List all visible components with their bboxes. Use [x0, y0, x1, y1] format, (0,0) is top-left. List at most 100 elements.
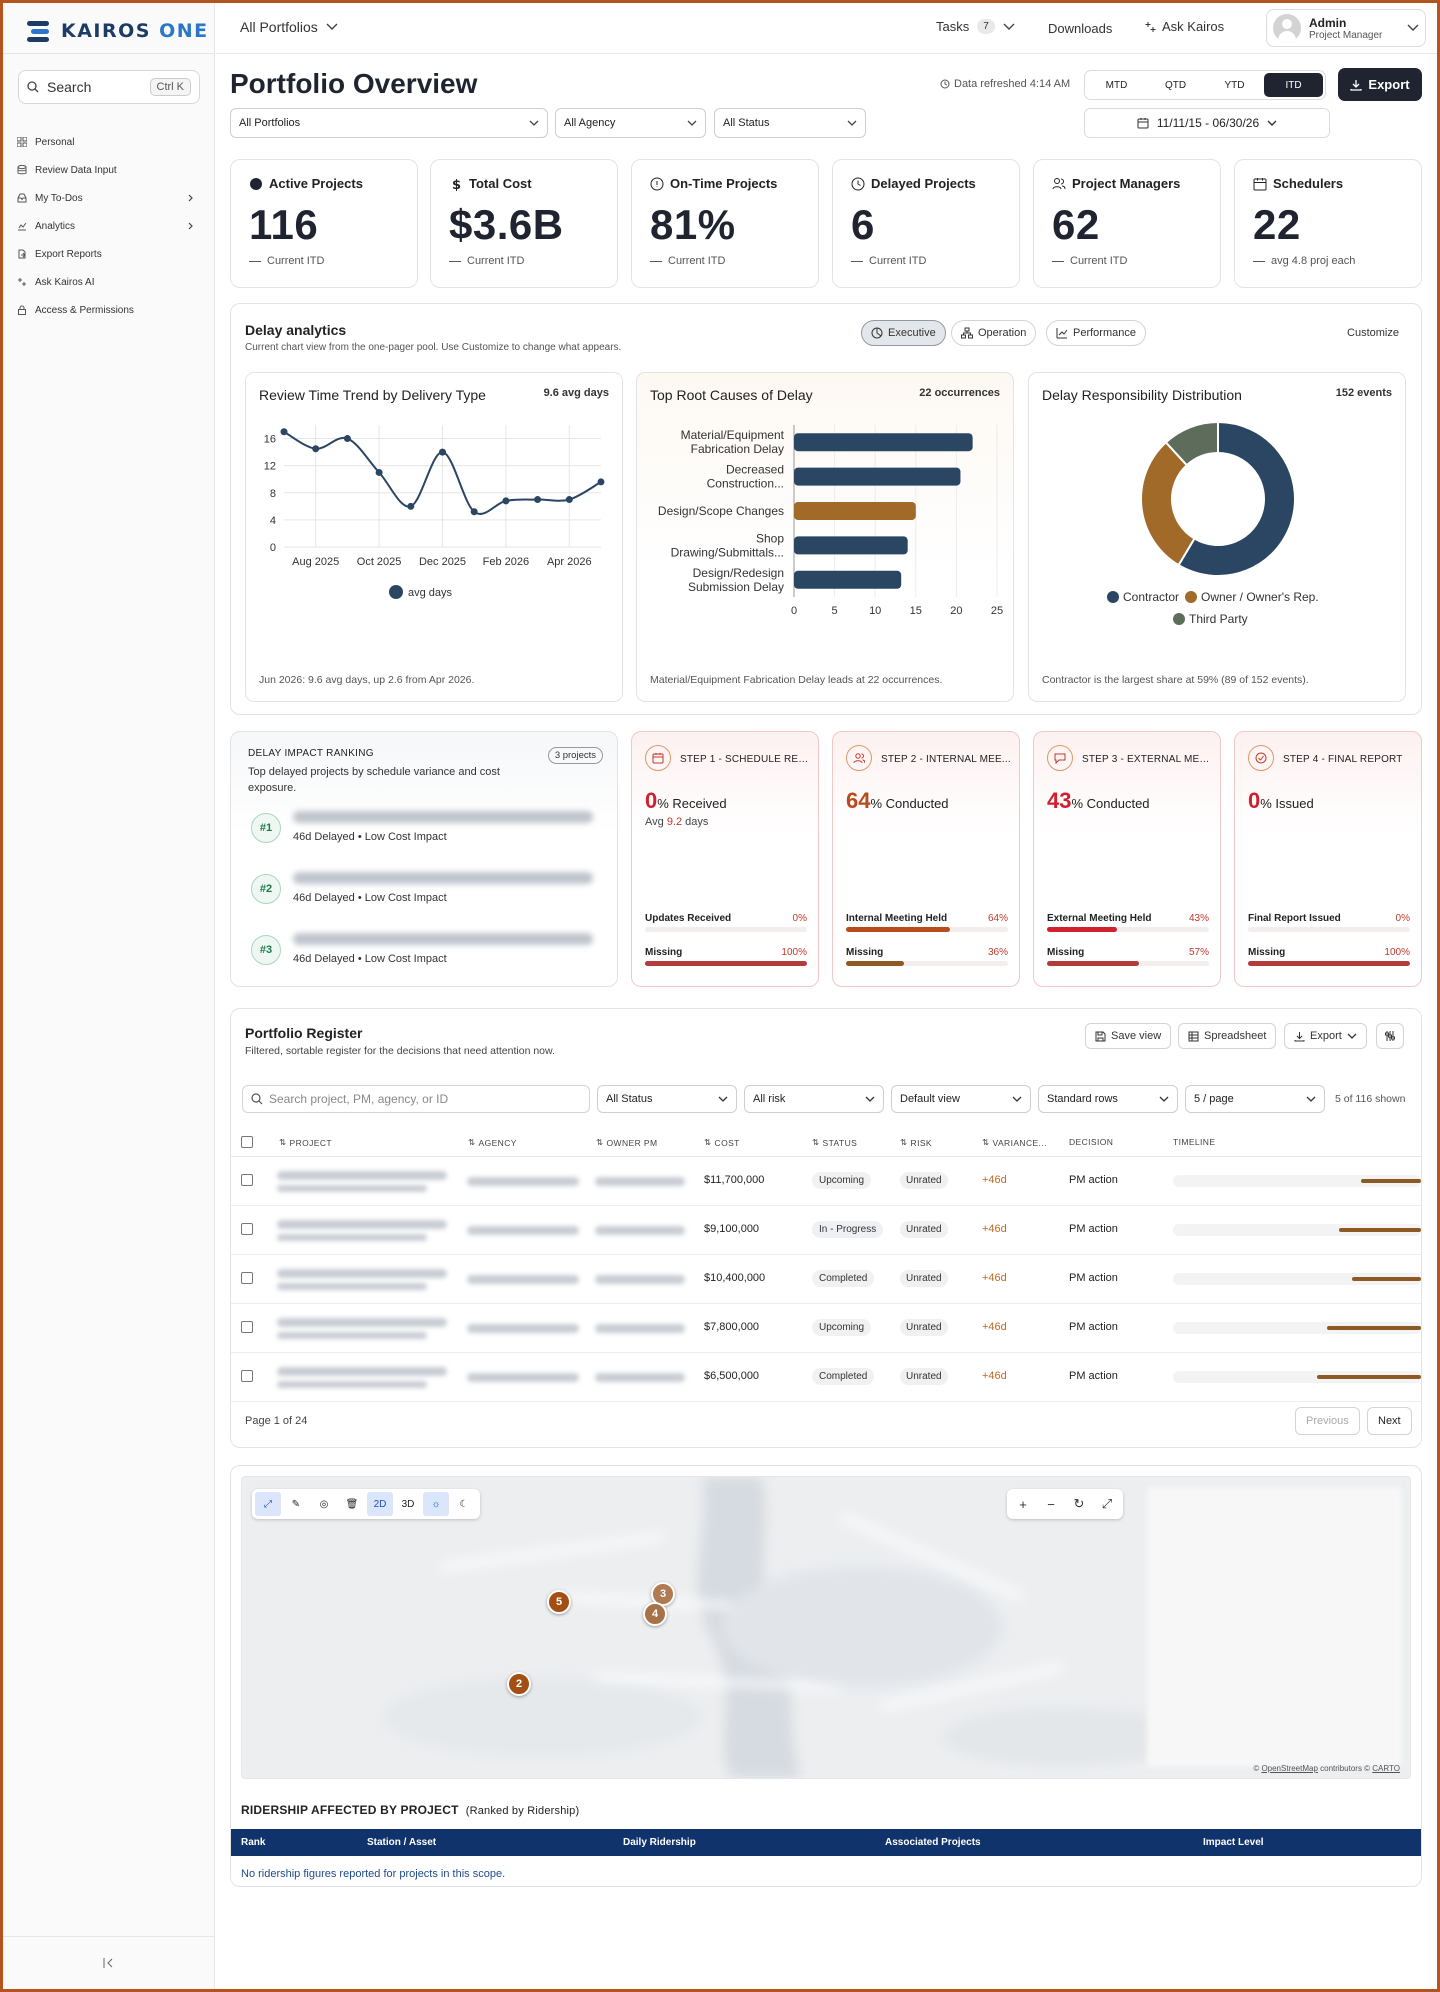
- column-agency[interactable]: ⇅ AGENCY: [468, 1137, 517, 1148]
- line-chart: 0 4 8 12 16 Aug 2025 Oct 2025 Dec 2025 Feb 2026 A…: [264, 425, 605, 599]
- table-row[interactable]: $10,400,000 Completed Unrated +46d PM action: [231, 1255, 1421, 1304]
- logo[interactable]: KAIROS ONE: [27, 17, 209, 45]
- row-density-select[interactable]: Standard rows: [1038, 1085, 1178, 1113]
- column-status[interactable]: ⇅ STATUS: [812, 1137, 858, 1148]
- register-export-button[interactable]: Export: [1284, 1023, 1367, 1049]
- table-row[interactable]: $11,700,000 Upcoming Unrated +46d PM action: [231, 1157, 1421, 1206]
- column-owner-pm[interactable]: ⇅ OWNER PM: [596, 1137, 658, 1148]
- ranking-item[interactable]: #1 46d Delayed • Low Cost Impact: [251, 807, 611, 851]
- project-map[interactable]: ⤢ ✎ ◎ 🗑 2D 3D ☼ ☾ + − ↻ ⤢ 5 3 4 2 © Open…: [241, 1476, 1411, 1779]
- date-range-picker[interactable]: 11/11/15 - 06/30/26: [1084, 108, 1330, 138]
- rank-number: #2: [251, 874, 281, 904]
- map-marker[interactable]: 2: [507, 1672, 531, 1696]
- view-select[interactable]: Default view: [891, 1085, 1031, 1113]
- step-title: STEP 3 - EXTERNAL MEE...: [1082, 754, 1212, 765]
- portfolio-filter[interactable]: All Portfolios: [230, 108, 548, 138]
- sun-icon[interactable]: ☼: [423, 1492, 449, 1516]
- clock-icon: [851, 177, 865, 190]
- decision-cell: PM action: [1069, 1370, 1118, 1382]
- step-title: STEP 2 - INTERNAL MEE...: [881, 754, 1011, 765]
- x-tick-label: 10: [869, 605, 881, 617]
- sidebar-item-access-permissions[interactable]: Access & Permissions: [15, 296, 195, 324]
- zoom-in-button[interactable]: +: [1019, 1496, 1027, 1512]
- 3d-toggle[interactable]: 3D: [401, 1498, 415, 1510]
- timeline-bar: [1173, 1371, 1421, 1383]
- row-checkbox[interactable]: [241, 1370, 253, 1382]
- sidebar-item-analytics[interactable]: Analytics: [15, 212, 195, 240]
- period-ytd[interactable]: YTD: [1224, 79, 1245, 91]
- status-filter-select[interactable]: All Status: [597, 1085, 737, 1113]
- sidebar-search[interactable]: Search Ctrl K: [18, 70, 200, 104]
- previous-page-button[interactable]: Previous: [1295, 1407, 1360, 1435]
- risk-filter-select[interactable]: All risk: [744, 1085, 884, 1113]
- step-2-card[interactable]: STEP 2 - INTERNAL MEE... 64% Conducted I…: [832, 731, 1020, 987]
- view-executive-tab[interactable]: Executive: [861, 320, 946, 346]
- 2d-toggle[interactable]: 2D: [367, 1492, 393, 1516]
- step-1-card[interactable]: STEP 1 - SCHEDULE REVI... 0% Received Av…: [631, 731, 819, 987]
- portfolio-switcher[interactable]: All Portfolios: [240, 19, 338, 35]
- table-row[interactable]: $9,100,000 In - Progress Unrated +46d PM act…: [231, 1206, 1421, 1255]
- view-label: Operation: [978, 327, 1027, 339]
- table-row[interactable]: $7,800,000 Upcoming Unrated +46d PM action: [231, 1304, 1421, 1353]
- fullscreen-button[interactable]: ⤢: [1101, 1496, 1113, 1511]
- view-performance-tab[interactable]: Performance: [1046, 320, 1146, 346]
- layers-icon[interactable]: ◎: [319, 1498, 329, 1510]
- map-marker[interactable]: 4: [643, 1602, 667, 1626]
- map-marker[interactable]: 3: [651, 1582, 675, 1606]
- customize-button[interactable]: Customize: [1347, 327, 1399, 339]
- sidebar-item-review-data-input[interactable]: Review Data Input: [15, 156, 195, 184]
- column-settings-button[interactable]: [1376, 1023, 1404, 1049]
- zoom-out-button[interactable]: −: [1047, 1496, 1055, 1512]
- sidebar-item-personal[interactable]: Personal: [15, 128, 195, 156]
- period-itd[interactable]: ITD: [1264, 73, 1323, 97]
- row-checkbox[interactable]: [241, 1223, 253, 1235]
- ranking-item[interactable]: #3 46d Delayed • Low Cost Impact: [251, 929, 611, 973]
- pencil-icon[interactable]: ✎: [291, 1498, 301, 1510]
- page-size-select[interactable]: 5 / page: [1185, 1085, 1325, 1113]
- column-variance[interactable]: ⇅ VARIANCE...: [982, 1137, 1047, 1148]
- select-all-checkbox[interactable]: [241, 1136, 253, 1148]
- moon-icon[interactable]: ☾: [459, 1498, 469, 1510]
- map-marker[interactable]: 5: [547, 1590, 571, 1614]
- sidebar-item-export-reports[interactable]: Export Reports: [15, 240, 195, 268]
- ask-kairos-button[interactable]: Ask Kairos: [1144, 19, 1224, 34]
- row-checkbox[interactable]: [241, 1174, 253, 1186]
- reset-view-button[interactable]: ↻: [1073, 1496, 1085, 1511]
- column-risk[interactable]: ⇅ RISK: [900, 1137, 932, 1148]
- collapse-sidebar-button[interactable]: [3, 1936, 215, 1988]
- agency-filter[interactable]: All Agency: [555, 108, 706, 138]
- sidebar-item-my-todos[interactable]: My To-Dos: [15, 184, 195, 212]
- user-menu[interactable]: Admin Project Manager: [1266, 9, 1426, 47]
- export-button[interactable]: Export: [1338, 68, 1422, 101]
- row-checkbox[interactable]: [241, 1321, 253, 1333]
- next-page-button[interactable]: Next: [1367, 1407, 1412, 1435]
- tasks-menu[interactable]: Tasks 7: [936, 19, 1015, 34]
- map-attribution: © OpenStreetMap contributors © CARTO: [1253, 1764, 1400, 1773]
- save-icon: [1095, 1031, 1106, 1041]
- step-4-card[interactable]: STEP 4 - FINAL REPORT 0% Issued Final Re…: [1234, 731, 1422, 987]
- view-operation-tab[interactable]: Operation: [951, 320, 1037, 346]
- downloads-link[interactable]: Downloads: [1048, 21, 1113, 36]
- sidebar-item-ask-kairos-ai[interactable]: Ask Kairos AI: [15, 268, 195, 296]
- save-view-button[interactable]: Save view: [1085, 1023, 1172, 1049]
- progress-fill: [1047, 961, 1140, 966]
- bar: [794, 433, 973, 452]
- row-checkbox[interactable]: [241, 1272, 253, 1284]
- bar: [794, 502, 916, 520]
- spreadsheet-button[interactable]: Spreadsheet: [1178, 1023, 1277, 1049]
- step-3-card[interactable]: STEP 3 - EXTERNAL MEE... 43% Conducted E…: [1033, 731, 1221, 987]
- expand-icon[interactable]: ⤢: [255, 1492, 281, 1516]
- column-cost[interactable]: ⇅ COST: [704, 1137, 740, 1148]
- cost-cell: $9,100,000: [704, 1223, 760, 1235]
- period-selector: MTD QTD YTD ITD: [1084, 70, 1326, 100]
- status-filter[interactable]: All Status: [714, 108, 866, 138]
- period-mtd[interactable]: MTD: [1105, 79, 1128, 91]
- period-qtd[interactable]: QTD: [1164, 79, 1187, 91]
- ridership-table-header: Rank Station / Asset Daily Ridership Ass…: [231, 1829, 1421, 1856]
- column-project[interactable]: ⇅ PROJECT: [279, 1137, 333, 1148]
- table-row[interactable]: $6,500,000 Completed Unrated +46d PM action: [231, 1353, 1421, 1402]
- ranking-item[interactable]: #2 46d Delayed • Low Cost Impact: [251, 868, 611, 912]
- register-search-input[interactable]: Search project, PM, agency, or ID: [242, 1085, 590, 1113]
- x-tick-label: 5: [832, 605, 838, 617]
- trash-icon[interactable]: 🗑: [345, 1498, 359, 1510]
